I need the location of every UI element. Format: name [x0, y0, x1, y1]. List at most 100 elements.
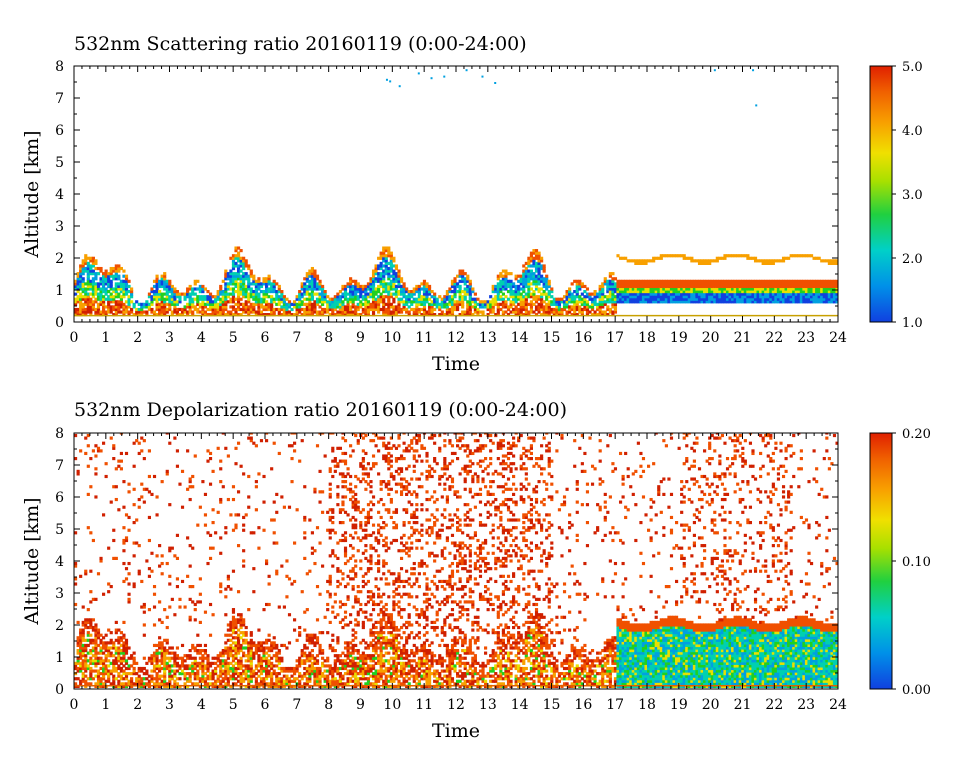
heatmap-cell [104, 669, 108, 673]
heatmap-cell [621, 279, 625, 283]
heatmap-cell [89, 531, 93, 535]
heatmap-cell [789, 284, 793, 289]
heatmap-cell [275, 510, 279, 514]
heatmap-cell [112, 313, 116, 317]
heatmap-cell [705, 261, 709, 265]
heatmap-cell [377, 302, 381, 306]
heatmap-cell [300, 674, 304, 678]
heatmap-cell [463, 279, 467, 283]
heatmap-cell [270, 661, 274, 665]
heatmap-cell [764, 279, 768, 283]
heatmap-cell [124, 674, 129, 678]
heatmap-cell [285, 574, 289, 578]
heatmap-cell [252, 654, 256, 658]
heatmap-cell [779, 297, 783, 301]
heatmap-cell [231, 608, 236, 612]
heatmap-cell [496, 282, 500, 286]
heatmap-cell [150, 295, 154, 299]
heatmap-cell [402, 305, 406, 309]
heatmap-cell [160, 682, 164, 686]
heatmap-cell [201, 659, 205, 663]
heatmap-cell [89, 623, 93, 627]
heatmap-cell [219, 300, 223, 304]
heatmap-cell [170, 664, 174, 668]
heatmap-cell [94, 646, 98, 650]
heatmap-cell [359, 287, 363, 291]
heatmap-cell [193, 682, 197, 686]
heatmap-cell [221, 307, 225, 312]
heatmap-cell [466, 310, 470, 314]
heatmap-cell [155, 672, 159, 676]
heatmap-cell [158, 666, 162, 671]
heatmap-cell [374, 290, 378, 294]
heatmap-cell [420, 300, 424, 304]
heatmap-cell [560, 313, 564, 317]
heatmap-cell [764, 261, 768, 265]
heatmap-cell [231, 497, 236, 502]
heatmap-cell [170, 284, 174, 289]
heatmap-cell [598, 313, 602, 317]
heatmap-cell [382, 287, 386, 291]
heatmap-cell [458, 297, 462, 301]
heatmap-cell [789, 295, 793, 299]
heatmap-cell [198, 302, 202, 306]
heatmap-cell [624, 256, 628, 260]
heatmap-cell [94, 310, 98, 314]
heatmap-cell [84, 256, 88, 260]
heatmap-cell [155, 277, 159, 281]
heatmap-cell [117, 459, 121, 463]
heatmap-cell [522, 290, 526, 294]
heatmap-cell [231, 307, 236, 312]
heatmap-cell [214, 313, 218, 317]
heatmap-cell [275, 651, 279, 655]
heatmap-cell [81, 295, 85, 299]
heatmap-cell [399, 292, 404, 296]
heatmap-cell [817, 256, 821, 260]
heatmap-cell [603, 277, 607, 281]
heatmap-cell [456, 307, 460, 312]
heatmap-cell [568, 297, 572, 301]
heatmap-cell [389, 310, 393, 314]
heatmap-cell [461, 313, 465, 317]
heatmap-cell [74, 457, 78, 461]
heatmap-cell [145, 305, 149, 309]
heatmap-cell [216, 659, 220, 663]
heatmap-cell [140, 313, 144, 317]
heatmap-cell [764, 292, 768, 296]
heatmap-cell [797, 284, 801, 289]
heatmap-cell [231, 292, 236, 296]
heatmap-cell [458, 313, 462, 317]
heatmap-cell [802, 279, 806, 283]
heatmap-cell [109, 661, 113, 665]
heatmap-cell [537, 274, 541, 278]
heatmap-cell [180, 659, 185, 663]
heatmap-cell [310, 295, 314, 299]
heatmap-cell [99, 295, 103, 299]
heatmap-cell [410, 292, 414, 296]
heatmap-cell [193, 659, 197, 663]
heatmap-cell [109, 672, 113, 676]
heatmap-cell [236, 544, 241, 548]
heatmap-cell [257, 659, 261, 663]
heatmap-cell [542, 277, 546, 281]
heatmap-cell [450, 313, 455, 317]
heatmap-cell [201, 649, 205, 653]
heatmap-cell [647, 287, 651, 291]
heatmap-cell [262, 608, 266, 612]
heatmap-cell [109, 287, 113, 291]
heatmap-cell [382, 249, 386, 253]
heatmap-cell [96, 282, 101, 286]
heatmap-cell [180, 672, 185, 676]
heatmap-cell [127, 679, 131, 683]
heatmap-cell [231, 674, 236, 678]
heatmap-cell [203, 302, 208, 306]
heatmap-cell [613, 287, 618, 291]
heatmap-cell [231, 666, 236, 671]
heatmap-cell [476, 297, 480, 301]
heatmap-cell [753, 279, 758, 283]
heatmap-cell [652, 297, 656, 301]
heatmap-cell [267, 646, 271, 650]
heatmap-cell [236, 290, 241, 294]
heatmap-cell [254, 649, 258, 653]
heatmap-cell [703, 297, 707, 301]
